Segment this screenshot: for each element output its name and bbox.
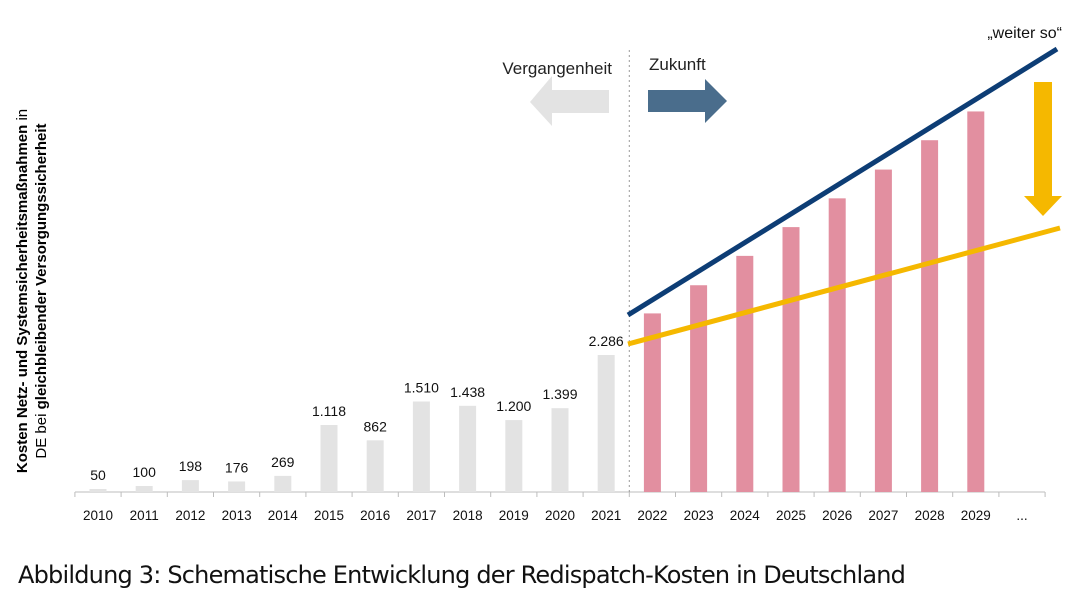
bar-future xyxy=(874,169,892,493)
y-axis-label-suffix: in xyxy=(14,108,31,125)
trend-line-weiter-so xyxy=(626,46,1059,318)
bar-past xyxy=(89,489,107,492)
bar-future xyxy=(736,255,754,492)
bar-past xyxy=(551,408,569,492)
bar-future xyxy=(643,313,661,492)
y-axis-label-line2-prefix: DE bei xyxy=(33,409,50,459)
x-tick-label: 2024 xyxy=(730,508,761,523)
x-tick-label: 2013 xyxy=(222,508,252,523)
arrow-right-icon xyxy=(648,79,727,123)
bar-past xyxy=(412,401,430,492)
x-tick-label: 2021 xyxy=(591,508,621,523)
x-tick-label: 2027 xyxy=(868,508,898,523)
bar-past xyxy=(181,480,199,492)
bar-past xyxy=(228,481,246,492)
bar-past xyxy=(320,424,338,492)
data-label: 1.438 xyxy=(450,384,485,400)
x-tick-label: 2018 xyxy=(453,508,483,523)
arrow-down-icon xyxy=(1024,82,1062,216)
x-tick-label: 2028 xyxy=(915,508,945,523)
bar-past xyxy=(505,420,523,492)
bar-future xyxy=(921,140,939,492)
data-label: 50 xyxy=(90,467,106,483)
x-tick-label: 2011 xyxy=(130,508,159,523)
data-label: 100 xyxy=(133,464,157,480)
y-axis-label: Kosten Netz- und Systemsicherheitsmaßnah… xyxy=(13,109,51,473)
data-label: 862 xyxy=(364,418,388,434)
x-tick-label: 2012 xyxy=(175,508,205,523)
bar-past xyxy=(459,405,477,492)
label-zukunft: Zukunft xyxy=(649,55,706,74)
x-tick-label: 2010 xyxy=(83,508,113,523)
bar-future xyxy=(690,285,708,492)
label-weiter-so: „weiter so“ xyxy=(987,25,1062,42)
data-label: 2.286 xyxy=(589,333,624,349)
data-label: 1.200 xyxy=(496,398,531,414)
data-label: 176 xyxy=(225,459,249,475)
arrow-left-icon xyxy=(530,76,609,126)
data-label: 1.510 xyxy=(404,380,439,396)
x-tick-label: 2025 xyxy=(776,508,806,523)
x-tick-label: 2026 xyxy=(822,508,852,523)
bar-past xyxy=(135,486,153,492)
bar-past xyxy=(274,475,292,492)
data-label: 1.399 xyxy=(542,386,577,402)
x-tick-label: 2019 xyxy=(499,508,529,523)
x-tick-label: 2022 xyxy=(637,508,667,523)
y-axis-label-bold: Kosten Netz- und Systemsicherheitsmaßnah… xyxy=(14,124,31,474)
x-tick-label: 2015 xyxy=(314,508,344,523)
figure-caption: Abbildung 3: Schematische Entwicklung de… xyxy=(18,561,906,589)
data-label: 198 xyxy=(179,458,203,474)
data-label: 269 xyxy=(271,454,295,470)
y-axis-label-line2-bold: gleichbleibender Versorgungssicherheit xyxy=(33,123,50,410)
bar-past xyxy=(597,355,615,492)
x-tick-label: 2020 xyxy=(545,508,575,523)
label-vergangenheit: Vergangenheit xyxy=(502,59,612,78)
bar-future xyxy=(782,227,800,492)
bar-past xyxy=(366,440,384,492)
bar-future xyxy=(967,111,985,492)
x-tick-label: ... xyxy=(1016,508,1027,523)
data-label: 1.118 xyxy=(312,403,346,419)
x-tick-label: 2023 xyxy=(684,508,714,523)
x-tick-label: 2017 xyxy=(406,508,436,523)
x-tick-label: 2029 xyxy=(961,508,991,523)
x-tick-label: 2014 xyxy=(268,508,299,523)
x-tick-label: 2016 xyxy=(360,508,390,523)
trend-line-reduced xyxy=(627,225,1061,347)
bar-future xyxy=(828,198,846,492)
